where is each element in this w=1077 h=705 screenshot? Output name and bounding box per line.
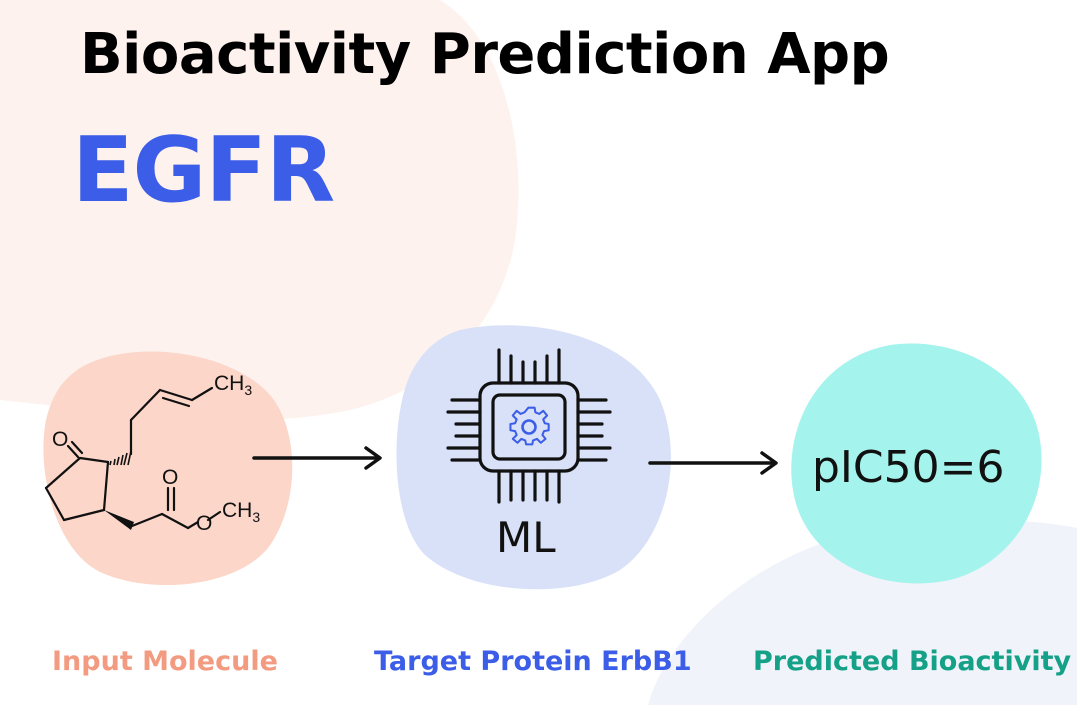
carbonyl-oxygen-label: O bbox=[162, 466, 179, 489]
ester-oxygen-label: O bbox=[196, 512, 213, 535]
methyl-top-subscript: 3 bbox=[244, 382, 253, 399]
prediction-blob bbox=[791, 343, 1042, 584]
ml-label: ML bbox=[496, 513, 556, 562]
arrow-molecule-to-ml bbox=[252, 446, 382, 470]
target-name: EGFR bbox=[72, 118, 335, 223]
arrow-ml-to-prediction bbox=[648, 451, 778, 475]
methyl-top-label: CH3 bbox=[214, 372, 252, 398]
ketone-oxygen-label: O bbox=[52, 428, 69, 451]
caption-target-protein: Target Protein ErbB1 bbox=[374, 646, 692, 677]
methyl-top-main: CH bbox=[214, 372, 245, 395]
methyl-ester-main: CH bbox=[222, 499, 253, 522]
gear-icon bbox=[509, 406, 550, 446]
caption-input-molecule: Input Molecule bbox=[52, 646, 278, 677]
prediction-value: pIC50=6 bbox=[812, 442, 1005, 493]
hashed-wedge bbox=[109, 450, 132, 466]
solid-wedge bbox=[104, 510, 134, 530]
cpu-gear-icon bbox=[446, 348, 612, 504]
molecule-structure bbox=[44, 386, 222, 530]
background-peach-blob bbox=[0, 0, 519, 421]
page-title: Bioactivity Prediction App bbox=[80, 22, 890, 87]
molecule-blob bbox=[43, 351, 293, 586]
caption-predicted-bioactivity: Predicted Bioactivity bbox=[753, 646, 1072, 677]
methyl-ester-label: CH3 bbox=[222, 499, 260, 525]
methyl-ester-subscript: 3 bbox=[252, 509, 261, 526]
